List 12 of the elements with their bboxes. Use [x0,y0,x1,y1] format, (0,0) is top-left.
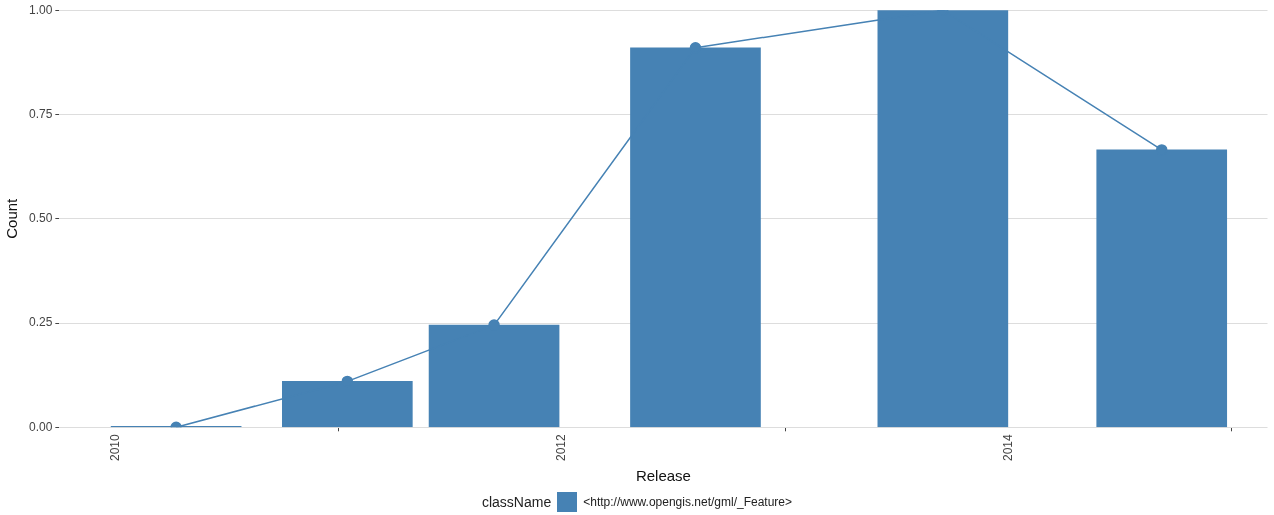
legend-label: <http://www.opengis.net/gml/_Feature> [583,495,793,509]
x-tick-label: 2010 [107,433,122,462]
legend-title: className [481,494,552,510]
y-tick-label: 0.25 [29,315,53,330]
y-tick-label: 1.00 [29,2,53,17]
y-axis-title: Count [3,197,21,239]
x-tick-label: 2012 [554,433,569,462]
y-tick-label: 0.50 [29,211,53,226]
y-tick-label: 0.75 [29,106,53,121]
x-tick-label: 2014 [1000,433,1015,462]
y-tick-label: 0.00 [29,419,53,434]
x-axis-title: Release [635,467,691,485]
